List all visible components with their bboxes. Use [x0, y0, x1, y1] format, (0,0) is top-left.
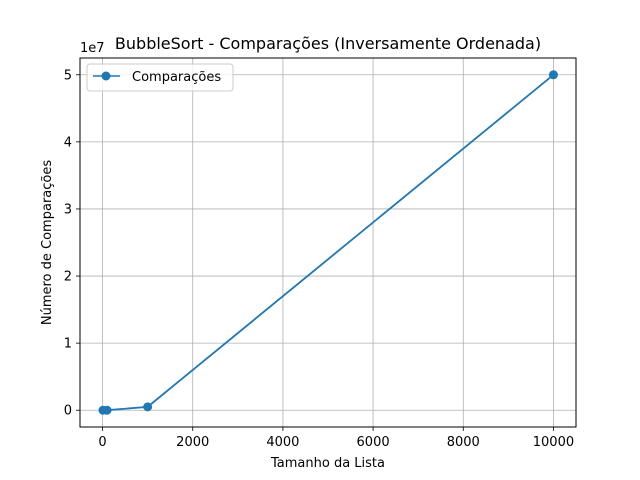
data-point — [548, 70, 558, 80]
y-axis-ticks: 0 1 2 3 4 5 — [64, 68, 80, 419]
data-point — [143, 402, 153, 412]
data-point — [102, 405, 112, 415]
grid — [80, 58, 576, 427]
x-axis-ticks: 0 2000 4000 6000 8000 10000 — [98, 427, 574, 450]
x-tick-label: 4000 — [266, 435, 299, 450]
y-axis-label: Número de Comparações — [40, 160, 55, 325]
x-axis-label: Tamanho da Lista — [270, 456, 385, 471]
legend-point-marker — [101, 71, 111, 81]
x-tick-label: 0 — [98, 435, 106, 450]
y-tick-label: 4 — [64, 135, 72, 150]
x-tick-label: 2000 — [176, 435, 209, 450]
plot-frame — [79, 57, 577, 428]
legend-label: Comparações — [132, 70, 221, 85]
y-offset-text: 1e7 — [80, 41, 105, 56]
series-layer — [98, 70, 558, 415]
chart-title: BubbleSort - Comparações (Inversamente O… — [115, 34, 541, 53]
y-tick-label: 2 — [64, 270, 72, 285]
y-tick-label: 3 — [64, 202, 72, 217]
y-tick-label: 1 — [64, 337, 72, 352]
y-tick-label: 5 — [64, 68, 72, 83]
y-tick-label: 0 — [64, 404, 72, 419]
x-tick-label: 8000 — [447, 435, 480, 450]
legend-box — [86, 63, 234, 92]
legend: Comparações — [86, 63, 234, 92]
x-tick-label: 6000 — [357, 435, 390, 450]
x-tick-label: 10000 — [533, 435, 574, 450]
